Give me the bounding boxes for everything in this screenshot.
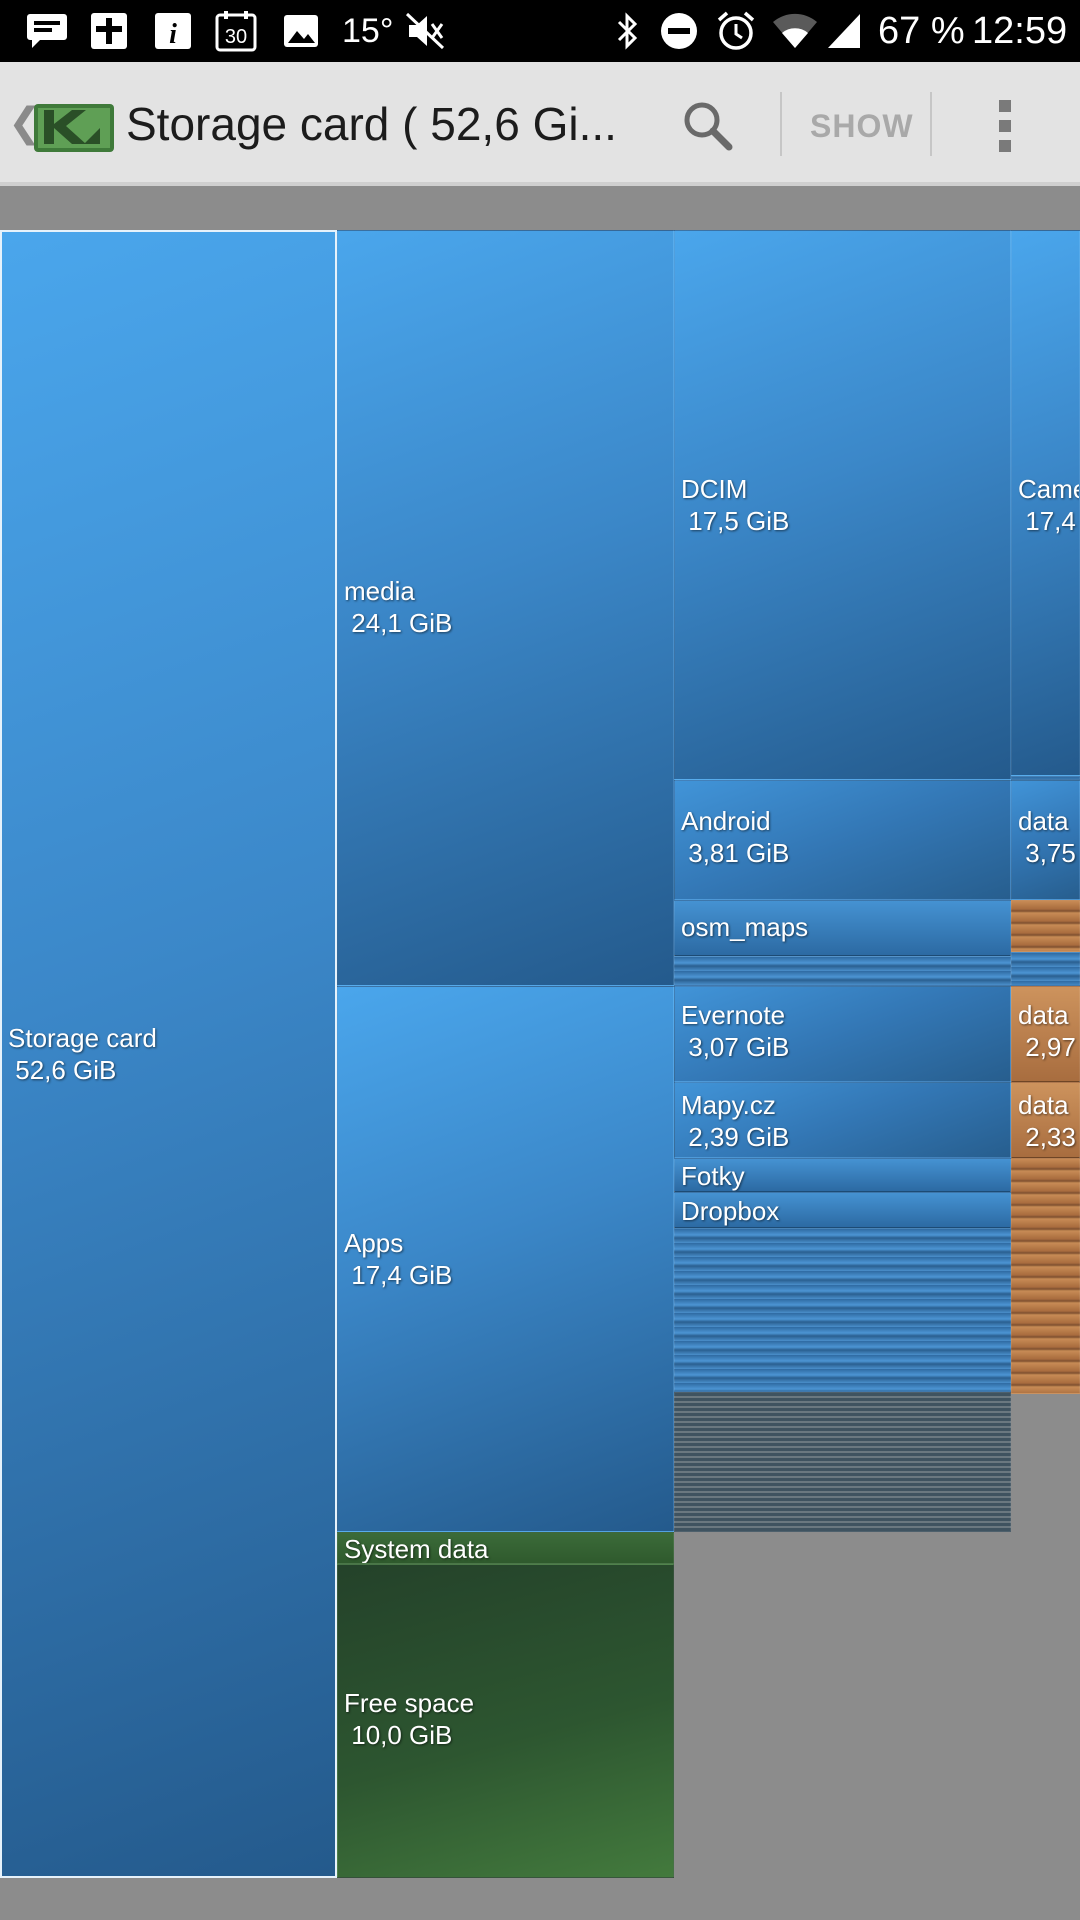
treemap-node-media[interactable]: media 24,1 GiB — [337, 230, 674, 986]
node-size: 24,1 GiB — [351, 608, 453, 638]
clock: 12:59 — [972, 10, 1068, 52]
status-bar: i 30 15° 67 % 12:59 — [0, 0, 1080, 62]
node-size: 3,75 — [1025, 838, 1076, 868]
treemap-small-items[interactable] — [1011, 900, 1080, 952]
search-icon[interactable] — [680, 98, 736, 154]
node-size: 17,5 GiB — [688, 506, 790, 536]
node-size: 2,33 — [1025, 1122, 1076, 1152]
node-name: Mapy.cz — [681, 1090, 776, 1120]
node-name: Dropbox — [681, 1196, 780, 1226]
page-title: Storage card ( 52,6 Gi... — [126, 98, 617, 150]
node-name: Came — [1018, 474, 1079, 504]
node-size: 52,6 GiB — [15, 1055, 117, 1085]
treemap-node-system-data[interactable]: System data — [337, 1532, 674, 1564]
bluetooth-icon — [612, 10, 644, 52]
toolbar-divider — [930, 92, 932, 156]
info-icon: i — [152, 10, 194, 52]
treemap-small-items[interactable] — [674, 1228, 1011, 1392]
image-icon — [280, 10, 322, 52]
treemap-node-evernote-data[interactable]: data 2,97 — [1011, 986, 1080, 1082]
wifi-icon — [770, 10, 820, 52]
calendar-day: 30 — [225, 26, 247, 48]
node-name: data — [1018, 1090, 1069, 1120]
treemap-node-free-space[interactable]: Free space 10,0 GiB — [337, 1564, 674, 1878]
treemap-node-storage-card[interactable]: Storage card 52,6 GiB — [0, 230, 337, 1878]
node-name: DCIM — [681, 474, 748, 504]
alarm-icon — [714, 10, 758, 52]
node-name: Evernote — [681, 1000, 786, 1030]
node-name: Free space — [344, 1688, 475, 1718]
toolbar-divider — [780, 92, 782, 156]
temperature: 15° — [342, 12, 394, 50]
node-name: Android — [681, 806, 771, 836]
plus-box-icon — [88, 10, 130, 52]
treemap-small-items[interactable] — [1011, 952, 1080, 986]
node-name: data — [1018, 806, 1069, 836]
message-icon — [24, 10, 70, 52]
node-name: media — [344, 576, 415, 606]
treemap-node-mapy-cz[interactable]: Mapy.cz 2,39 GiB — [674, 1082, 1011, 1158]
node-name: Fotky — [681, 1161, 745, 1191]
node-name: Storage card — [8, 1023, 157, 1053]
do-not-disturb-icon — [658, 10, 700, 52]
node-size: 17,4 GiB — [351, 1260, 453, 1290]
treemap-small-items[interactable] — [674, 956, 1011, 986]
treemap-node-fotky[interactable]: Fotky — [674, 1158, 1011, 1192]
node-size: 2,97 — [1025, 1032, 1076, 1062]
node-name: Apps — [344, 1228, 404, 1258]
mute-icon — [404, 10, 448, 52]
node-size: 10,0 GiB — [351, 1720, 453, 1750]
treemap-node-dcim[interactable]: DCIM 17,5 GiB — [674, 230, 1011, 780]
signal-icon — [824, 10, 864, 52]
treemap-node-apps[interactable]: Apps 17,4 GiB — [337, 986, 674, 1532]
treemap-small-items[interactable] — [674, 1392, 1011, 1532]
node-name: osm_maps — [681, 912, 809, 942]
treemap-node-dropbox[interactable]: Dropbox — [674, 1192, 1011, 1228]
calendar-icon: 30 — [214, 10, 258, 52]
node-size: 2,39 GiB — [688, 1122, 790, 1152]
node-name: System data — [344, 1534, 489, 1564]
app-bar: ❮ Storage card ( 52,6 Gi... SHOW — [0, 62, 1080, 186]
treemap-node-android[interactable]: Android 3,81 GiB — [674, 780, 1011, 900]
battery-percent: 67 % — [878, 10, 965, 52]
treemap-node-camera[interactable]: Came 17,4 — [1011, 230, 1080, 776]
node-size: 3,81 GiB — [688, 838, 790, 868]
node-size: 3,07 GiB — [688, 1032, 790, 1062]
treemap-node-mapy-data[interactable]: data 2,33 — [1011, 1082, 1080, 1158]
node-name: data — [1018, 1000, 1069, 1030]
treemap-node-evernote[interactable]: Evernote 3,07 GiB — [674, 986, 1011, 1082]
treemap-small-items[interactable] — [1011, 1158, 1080, 1394]
overflow-menu-icon[interactable] — [990, 96, 1020, 156]
svg-text:i: i — [169, 19, 177, 50]
treemap-node-osm-maps[interactable]: osm_maps — [674, 900, 1011, 956]
app-logo-icon[interactable] — [34, 98, 114, 154]
treemap-node-android-data[interactable]: data 3,75 — [1011, 780, 1080, 900]
node-size: 17,4 — [1025, 506, 1076, 536]
show-button[interactable]: SHOW — [810, 108, 914, 144]
